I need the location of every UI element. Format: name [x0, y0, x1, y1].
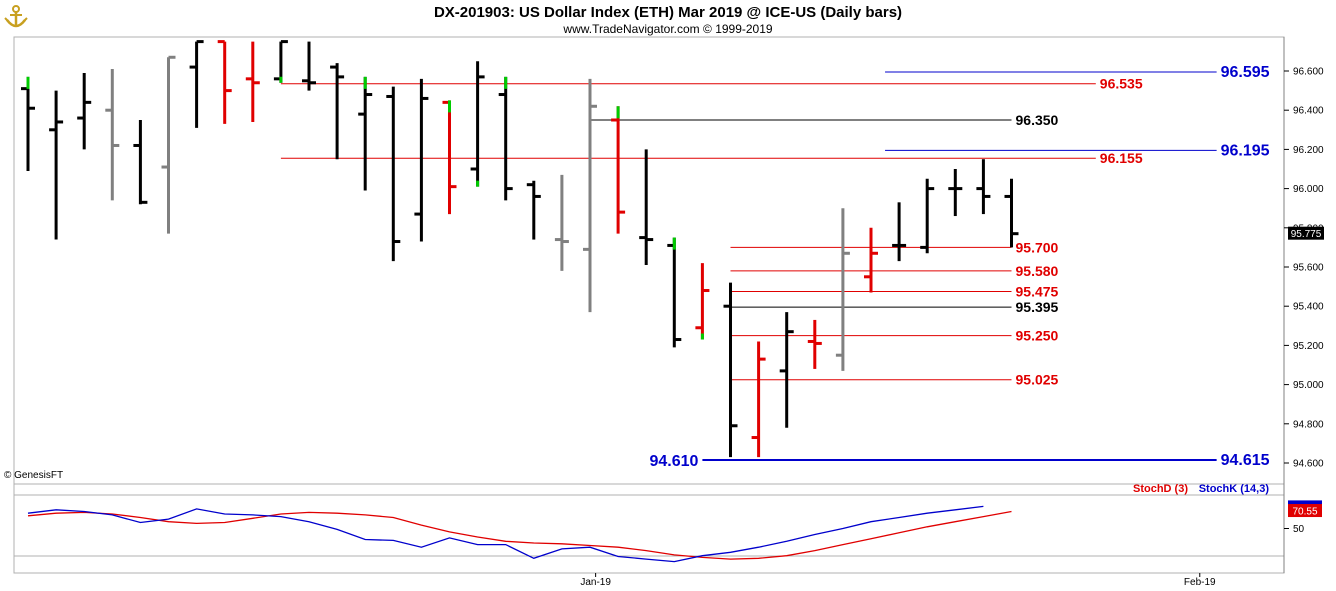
price-bar	[273, 40, 288, 83]
price-axis: 96.60096.40096.20096.00095.80095.60095.4…	[1284, 67, 1324, 470]
level-label: 95.475	[1016, 284, 1059, 300]
stochastic-k-marker	[1288, 500, 1322, 506]
price-bar	[892, 202, 907, 262]
time-tick-label: Feb-19	[1184, 577, 1216, 588]
chart-subtitle: www.TradeNavigator.com © 1999-2019	[562, 22, 772, 36]
level-label: 96.535	[1100, 76, 1143, 92]
last-price-label: 95.775	[1291, 229, 1322, 240]
level-label: 96.195	[1221, 142, 1270, 159]
logo-icon	[4, 5, 28, 28]
stochastic-panel	[13, 483, 1285, 574]
level-label: 96.155	[1100, 150, 1143, 166]
watermark: © GenesisFT	[4, 470, 63, 481]
price-bar	[807, 319, 822, 369]
price-tick-label: 95.400	[1293, 302, 1324, 313]
level-label: 96.595	[1221, 64, 1270, 81]
price-bar	[835, 208, 850, 371]
price-bar	[723, 282, 738, 458]
stochastic-last-value-label: 70.55	[1292, 507, 1317, 518]
stochastic-series-line	[27, 510, 1012, 560]
stochastic-series-line	[27, 505, 984, 563]
price-bar	[105, 69, 120, 201]
price-bar	[639, 149, 654, 266]
price-bar	[21, 76, 35, 171]
price-bar	[245, 41, 260, 122]
price-tick-label: 96.600	[1293, 67, 1324, 78]
price-tick-label: 96.400	[1293, 106, 1324, 117]
level-label: 96.350	[1016, 112, 1059, 128]
price-bar	[217, 40, 232, 124]
level-label: 95.025	[1016, 372, 1059, 388]
price-tick-label: 95.200	[1293, 341, 1324, 352]
price-bar	[386, 86, 401, 262]
price-bar	[583, 78, 597, 313]
level-label: 95.580	[1016, 263, 1059, 279]
price-bar	[920, 178, 935, 254]
price-bar	[133, 120, 148, 205]
price-bar	[414, 78, 429, 242]
price-tick-label: 94.800	[1293, 419, 1324, 430]
price-bar	[1004, 178, 1019, 248]
last-price-marker: 95.775	[1288, 226, 1324, 240]
price-levels: 96.595 96.535 96.350 96.195 96.155 95.700 95.5…	[280, 64, 1270, 470]
price-bar	[498, 76, 513, 201]
price-bar	[358, 76, 373, 191]
price-bar	[330, 63, 345, 160]
price-bar	[49, 90, 64, 240]
price-bar	[611, 106, 626, 234]
price-bar	[779, 312, 794, 428]
price-bar	[77, 72, 92, 150]
price-panel	[13, 36, 1285, 485]
level-label: 95.395	[1016, 299, 1059, 315]
price-bar	[695, 263, 710, 340]
price-bar	[554, 174, 569, 271]
price-bar	[442, 100, 457, 215]
level-label: 94.615	[1221, 452, 1270, 469]
stochastic-last-value-marker: 70.55	[1288, 504, 1322, 518]
price-bar	[864, 227, 878, 293]
price-bar	[751, 341, 766, 458]
time-tick-label: Jan-19	[580, 577, 611, 588]
price-bar	[302, 41, 316, 91]
price-bar	[948, 169, 963, 217]
level-label: 94.610	[649, 453, 698, 470]
price-bar	[976, 159, 991, 215]
price-tick-label: 94.600	[1293, 459, 1324, 470]
level-label: 95.250	[1016, 328, 1059, 344]
level-label: 95.700	[1016, 239, 1059, 255]
price-tick-label: 96.200	[1293, 145, 1324, 156]
price-bar	[189, 40, 204, 128]
price-tick-label: 96.000	[1293, 184, 1324, 195]
legend-stoch-d: StochD (3)	[1133, 483, 1188, 495]
price-tick-label: 95.000	[1293, 380, 1324, 391]
time-axis: Jan-19 Feb-19	[580, 573, 1216, 588]
price-tick-label: 95.600	[1293, 263, 1324, 274]
price-bar	[667, 237, 682, 348]
price-bar	[161, 55, 176, 234]
stochastic-lines	[27, 505, 1012, 563]
price-bar	[470, 61, 485, 187]
price-bar	[526, 180, 541, 240]
stochastic-axis: 50	[1284, 500, 1322, 535]
price-bars	[21, 40, 1019, 458]
legend-stoch-k: StochK (14,3)	[1199, 483, 1270, 495]
stochastic-tick-label: 50	[1293, 524, 1305, 535]
chart-title: DX-201903: US Dollar Index (ETH) Mar 201…	[434, 4, 902, 21]
